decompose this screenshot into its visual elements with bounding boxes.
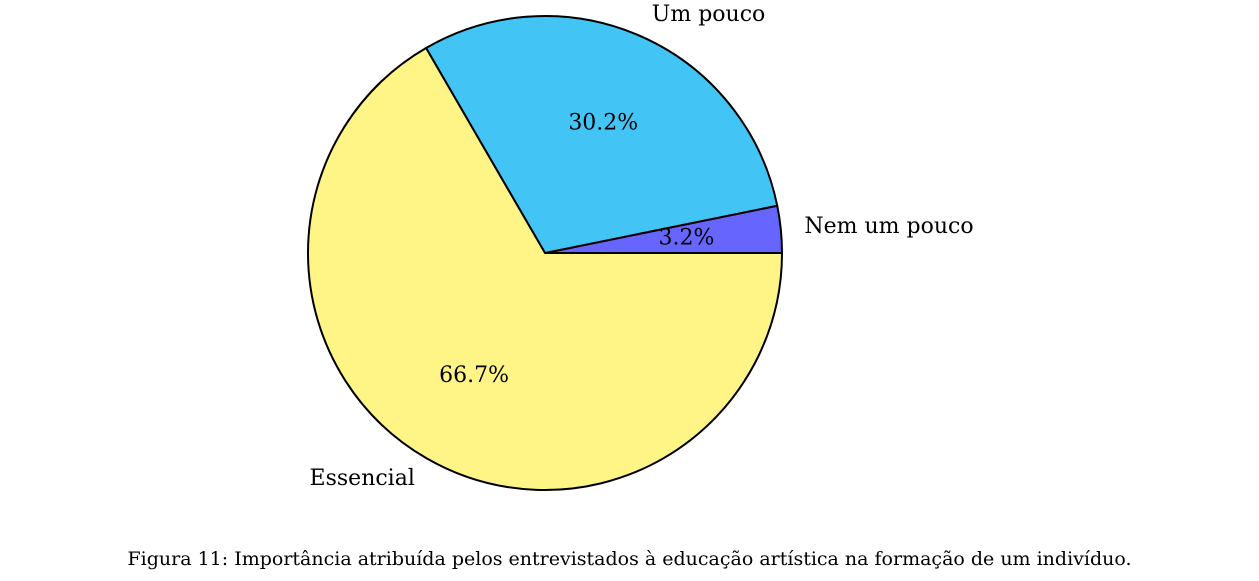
percent-label-um-pouco: 30.2% <box>568 110 638 135</box>
pie-slices <box>307 15 783 491</box>
percent-label-essencial: 66.7% <box>439 363 509 388</box>
pie-slice-essencial <box>307 47 783 491</box>
figure-caption: Figura 11: Importância atribuída pelos e… <box>127 548 1132 570</box>
slice-label-um-pouco: Um pouco <box>652 2 765 27</box>
slice-label-essencial: Essencial <box>310 466 415 491</box>
percent-label-nem-um-pouco: 3.2% <box>659 226 715 251</box>
slice-label-nem-um-pouco: Nem um pouco <box>804 214 973 239</box>
pie-chart: Nem um pouco 3.2% Um pouco 30.2% Essencial 66… <box>307 2 974 491</box>
pie-labels: Nem um pouco 3.2% Um pouco 30.2% Essencial 66… <box>310 2 974 491</box>
pie-slice-um-pouco <box>425 15 779 254</box>
